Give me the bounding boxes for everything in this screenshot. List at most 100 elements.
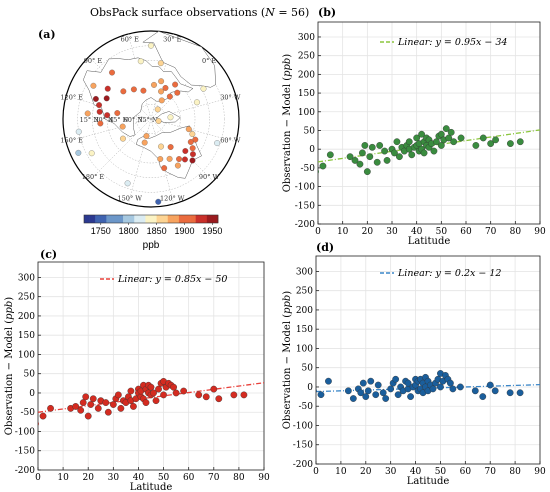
data-point bbox=[420, 149, 428, 157]
data-point bbox=[506, 140, 514, 147]
station-marker bbox=[96, 108, 103, 115]
colorbar-segment bbox=[100, 215, 107, 223]
colorbar-segment bbox=[145, 215, 152, 223]
meridian-line bbox=[150, 95, 237, 120]
y-tick-label: -200 bbox=[293, 460, 313, 470]
data-point bbox=[408, 151, 416, 159]
data-point bbox=[364, 387, 372, 395]
colorbar-segment bbox=[206, 215, 213, 223]
data-point bbox=[446, 379, 454, 387]
data-point bbox=[372, 391, 380, 399]
meridian-line bbox=[65, 118, 152, 143]
station-marker bbox=[176, 156, 182, 162]
longitude-label: 0° E bbox=[202, 57, 216, 65]
latitude-circle bbox=[92, 60, 210, 178]
station-marker bbox=[148, 42, 154, 49]
meridian-line bbox=[88, 118, 152, 182]
data-point bbox=[150, 389, 157, 397]
x-tick-label: 30 bbox=[386, 227, 398, 237]
station-marker bbox=[200, 85, 207, 92]
station-marker bbox=[154, 106, 161, 113]
data-point bbox=[516, 389, 524, 397]
data-point bbox=[39, 412, 47, 420]
axes-frame bbox=[37, 261, 265, 471]
station-marker bbox=[109, 69, 115, 76]
y-tick-label: 50 bbox=[304, 126, 316, 136]
data-point bbox=[325, 377, 332, 385]
longitude-label: 150° W bbox=[118, 194, 143, 202]
station-marker bbox=[84, 110, 91, 117]
data-point bbox=[516, 138, 524, 146]
station-marker bbox=[130, 86, 137, 93]
data-point bbox=[449, 385, 457, 393]
station-marker bbox=[88, 150, 95, 157]
x-tick-label: 30 bbox=[108, 473, 120, 483]
x-tick-label: 90 bbox=[534, 467, 546, 477]
data-point bbox=[381, 147, 388, 155]
y-tick-label: 100 bbox=[298, 108, 315, 118]
x-tick-label: 60 bbox=[460, 227, 472, 237]
station-marker bbox=[97, 120, 104, 127]
y-tick-label: 150 bbox=[18, 331, 35, 341]
latitude-label: 15° N bbox=[80, 116, 100, 124]
station-marker bbox=[158, 78, 165, 85]
panel-b-letter: (b) bbox=[318, 6, 336, 19]
data-point bbox=[373, 158, 381, 166]
data-point bbox=[472, 142, 480, 149]
data-point bbox=[367, 377, 375, 385]
station-marker bbox=[174, 162, 181, 169]
station-marker bbox=[189, 145, 196, 152]
data-point bbox=[82, 393, 90, 401]
colorbar-segment bbox=[95, 215, 102, 223]
data-point bbox=[450, 138, 458, 146]
data-point bbox=[349, 395, 357, 402]
data-point bbox=[240, 391, 248, 399]
colorbar-segment bbox=[151, 215, 157, 223]
colorbar-segment bbox=[195, 215, 202, 223]
x-tick-label: 80 bbox=[233, 473, 245, 483]
longitude-label: 30° E bbox=[163, 36, 182, 44]
station-marker bbox=[167, 144, 174, 150]
data-point bbox=[180, 387, 188, 395]
x-axis-label: Latitude bbox=[130, 482, 173, 492]
colorbar-tick-label: 1750 bbox=[91, 226, 111, 236]
data-point bbox=[479, 393, 487, 400]
latitude-label: 60° N bbox=[124, 116, 144, 124]
station-marker bbox=[104, 112, 111, 119]
station-marker bbox=[214, 140, 221, 147]
landmass-outline bbox=[135, 125, 202, 179]
longitude-label: 90° W bbox=[199, 173, 220, 181]
station-marker bbox=[174, 89, 181, 96]
data-point bbox=[368, 143, 376, 151]
longitude-label: 180° E bbox=[82, 173, 105, 181]
x-tick-label: 70 bbox=[485, 227, 497, 237]
colorbar-frame bbox=[83, 214, 219, 224]
data-point bbox=[491, 387, 499, 395]
panel-c-letter: (c) bbox=[40, 248, 57, 261]
station-marker bbox=[119, 123, 126, 130]
longitude-label: 60° W bbox=[220, 136, 241, 144]
x-tick-label: 60 bbox=[183, 473, 195, 483]
latitude-label: 45° N bbox=[109, 116, 129, 124]
colorbar-segment bbox=[134, 215, 141, 223]
meridian-line bbox=[88, 56, 152, 120]
data-point bbox=[382, 395, 390, 402]
station-marker bbox=[124, 180, 131, 187]
x-tick-label: 40 bbox=[411, 227, 423, 237]
data-point bbox=[506, 389, 514, 397]
data-point bbox=[202, 393, 210, 401]
colorbar-segment bbox=[162, 215, 169, 223]
data-point bbox=[319, 162, 327, 170]
y-tick-label: -150 bbox=[293, 441, 313, 451]
colorbar-segment bbox=[167, 215, 174, 223]
y-tick-label: 150 bbox=[296, 325, 313, 335]
colorbar: 1750 1800 1850 1900 1950 bbox=[83, 214, 222, 236]
y-tick-label: 100 bbox=[18, 350, 35, 360]
data-point bbox=[87, 401, 95, 408]
data-point bbox=[142, 399, 150, 406]
meridian-line bbox=[127, 118, 152, 205]
station-marker bbox=[181, 156, 188, 163]
data-point bbox=[102, 399, 110, 406]
data-point bbox=[492, 136, 499, 144]
